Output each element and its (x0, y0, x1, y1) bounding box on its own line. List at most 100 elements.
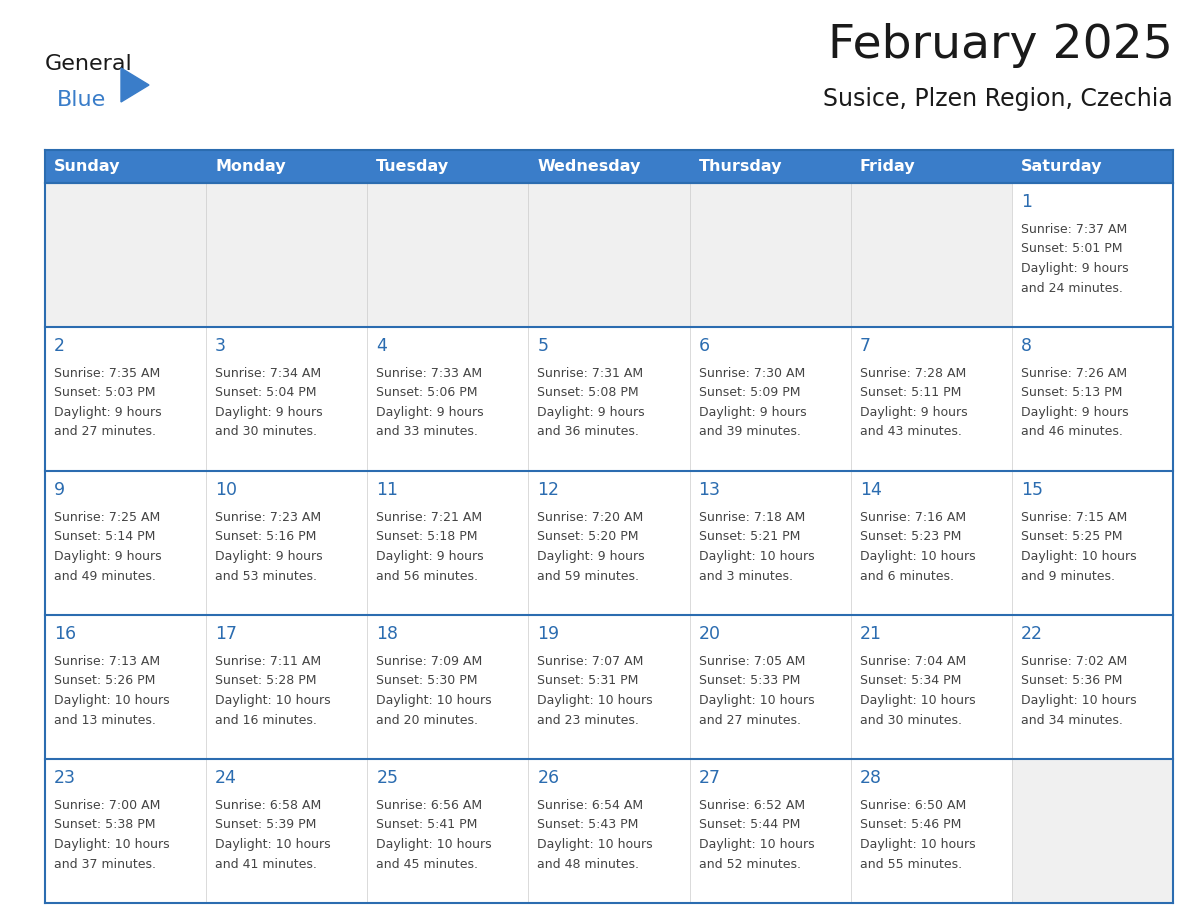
Text: Wednesday: Wednesday (537, 159, 640, 174)
Text: and 56 minutes.: and 56 minutes. (377, 569, 479, 583)
Text: Saturday: Saturday (1020, 159, 1102, 174)
Text: Sunset: 5:41 PM: Sunset: 5:41 PM (377, 819, 478, 832)
Text: 14: 14 (860, 481, 881, 499)
Text: Sunset: 5:38 PM: Sunset: 5:38 PM (53, 819, 156, 832)
Text: Sunrise: 6:58 AM: Sunrise: 6:58 AM (215, 799, 322, 812)
Bar (207, 183, 367, 327)
Bar (45, 615, 207, 759)
Text: 26: 26 (537, 769, 560, 787)
Bar (1012, 471, 1173, 615)
Text: Daylight: 9 hours: Daylight: 9 hours (1020, 406, 1129, 419)
Text: Sunset: 5:34 PM: Sunset: 5:34 PM (860, 675, 961, 688)
Text: Sunrise: 7:18 AM: Sunrise: 7:18 AM (699, 511, 804, 524)
Text: Sunset: 5:33 PM: Sunset: 5:33 PM (699, 675, 800, 688)
Bar (529, 759, 689, 903)
Text: Sunrise: 6:56 AM: Sunrise: 6:56 AM (377, 799, 482, 812)
Text: and 34 minutes.: and 34 minutes. (1020, 713, 1123, 726)
Text: Sunrise: 7:15 AM: Sunrise: 7:15 AM (1020, 511, 1127, 524)
Bar (689, 615, 851, 759)
Text: and 52 minutes.: and 52 minutes. (699, 857, 801, 870)
Text: General: General (45, 54, 133, 74)
Text: and 16 minutes.: and 16 minutes. (215, 713, 317, 726)
Text: Sunrise: 7:11 AM: Sunrise: 7:11 AM (215, 655, 321, 668)
Text: Sunrise: 7:07 AM: Sunrise: 7:07 AM (537, 655, 644, 668)
Text: 3: 3 (215, 337, 226, 355)
Text: Sunset: 5:31 PM: Sunset: 5:31 PM (537, 675, 639, 688)
Text: Daylight: 9 hours: Daylight: 9 hours (860, 406, 967, 419)
Text: 15: 15 (1020, 481, 1043, 499)
Bar (207, 327, 367, 471)
Text: Daylight: 10 hours: Daylight: 10 hours (215, 838, 330, 851)
Text: Daylight: 10 hours: Daylight: 10 hours (537, 694, 653, 707)
Bar (367, 327, 529, 471)
Text: and 48 minutes.: and 48 minutes. (537, 857, 639, 870)
Text: Sunrise: 7:37 AM: Sunrise: 7:37 AM (1020, 223, 1127, 236)
Text: 21: 21 (860, 625, 881, 643)
Bar (45, 183, 207, 327)
Bar (689, 327, 851, 471)
Text: Daylight: 9 hours: Daylight: 9 hours (53, 550, 162, 563)
Text: Sunset: 5:46 PM: Sunset: 5:46 PM (860, 819, 961, 832)
Text: Sunset: 5:44 PM: Sunset: 5:44 PM (699, 819, 800, 832)
Bar (1012, 150, 1173, 183)
Text: Sunset: 5:25 PM: Sunset: 5:25 PM (1020, 531, 1123, 543)
Text: and 33 minutes.: and 33 minutes. (377, 426, 478, 439)
Text: Sunset: 5:09 PM: Sunset: 5:09 PM (699, 386, 800, 399)
Text: Sunrise: 7:30 AM: Sunrise: 7:30 AM (699, 367, 804, 380)
Text: Daylight: 10 hours: Daylight: 10 hours (537, 838, 653, 851)
Text: Sunset: 5:20 PM: Sunset: 5:20 PM (537, 531, 639, 543)
Text: and 9 minutes.: and 9 minutes. (1020, 569, 1114, 583)
Text: and 55 minutes.: and 55 minutes. (860, 857, 962, 870)
Text: Daylight: 9 hours: Daylight: 9 hours (215, 406, 323, 419)
Text: 12: 12 (537, 481, 560, 499)
Text: Daylight: 10 hours: Daylight: 10 hours (699, 694, 814, 707)
Text: Daylight: 10 hours: Daylight: 10 hours (1020, 694, 1137, 707)
Text: Sunset: 5:23 PM: Sunset: 5:23 PM (860, 531, 961, 543)
Text: Tuesday: Tuesday (377, 159, 449, 174)
Text: Daylight: 10 hours: Daylight: 10 hours (53, 694, 170, 707)
Text: Sunrise: 7:34 AM: Sunrise: 7:34 AM (215, 367, 321, 380)
Text: 20: 20 (699, 625, 721, 643)
Text: Susice, Plzen Region, Czechia: Susice, Plzen Region, Czechia (823, 87, 1173, 111)
Text: Daylight: 9 hours: Daylight: 9 hours (537, 406, 645, 419)
Bar (1012, 759, 1173, 903)
Text: and 53 minutes.: and 53 minutes. (215, 569, 317, 583)
Text: Sunset: 5:14 PM: Sunset: 5:14 PM (53, 531, 156, 543)
Text: Daylight: 9 hours: Daylight: 9 hours (377, 406, 484, 419)
Bar (207, 150, 367, 183)
Text: Sunrise: 7:31 AM: Sunrise: 7:31 AM (537, 367, 644, 380)
Text: and 37 minutes.: and 37 minutes. (53, 857, 156, 870)
Text: Sunrise: 7:21 AM: Sunrise: 7:21 AM (377, 511, 482, 524)
Text: 9: 9 (53, 481, 65, 499)
Text: Sunrise: 6:52 AM: Sunrise: 6:52 AM (699, 799, 804, 812)
Text: and 30 minutes.: and 30 minutes. (860, 713, 962, 726)
Text: and 45 minutes.: and 45 minutes. (377, 857, 479, 870)
Bar (851, 471, 1012, 615)
Text: 23: 23 (53, 769, 76, 787)
Text: Sunrise: 7:02 AM: Sunrise: 7:02 AM (1020, 655, 1127, 668)
Text: Sunset: 5:06 PM: Sunset: 5:06 PM (377, 386, 478, 399)
Text: Sunrise: 7:26 AM: Sunrise: 7:26 AM (1020, 367, 1127, 380)
Text: Daylight: 10 hours: Daylight: 10 hours (860, 838, 975, 851)
Text: 5: 5 (537, 337, 549, 355)
Text: Sunrise: 6:54 AM: Sunrise: 6:54 AM (537, 799, 644, 812)
Bar (689, 471, 851, 615)
Text: Sunset: 5:13 PM: Sunset: 5:13 PM (1020, 386, 1123, 399)
Text: Sunset: 5:01 PM: Sunset: 5:01 PM (1020, 242, 1123, 255)
Text: and 6 minutes.: and 6 minutes. (860, 569, 954, 583)
Bar (45, 150, 207, 183)
Text: 19: 19 (537, 625, 560, 643)
Text: Sunrise: 7:09 AM: Sunrise: 7:09 AM (377, 655, 482, 668)
Text: Sunset: 5:21 PM: Sunset: 5:21 PM (699, 531, 800, 543)
Text: and 59 minutes.: and 59 minutes. (537, 569, 639, 583)
Text: Daylight: 10 hours: Daylight: 10 hours (699, 838, 814, 851)
Bar (45, 759, 207, 903)
Bar (529, 615, 689, 759)
Bar (207, 759, 367, 903)
Text: Daylight: 10 hours: Daylight: 10 hours (377, 694, 492, 707)
Text: 24: 24 (215, 769, 238, 787)
Bar (689, 150, 851, 183)
Text: 22: 22 (1020, 625, 1043, 643)
Bar (45, 327, 207, 471)
Text: and 41 minutes.: and 41 minutes. (215, 857, 317, 870)
